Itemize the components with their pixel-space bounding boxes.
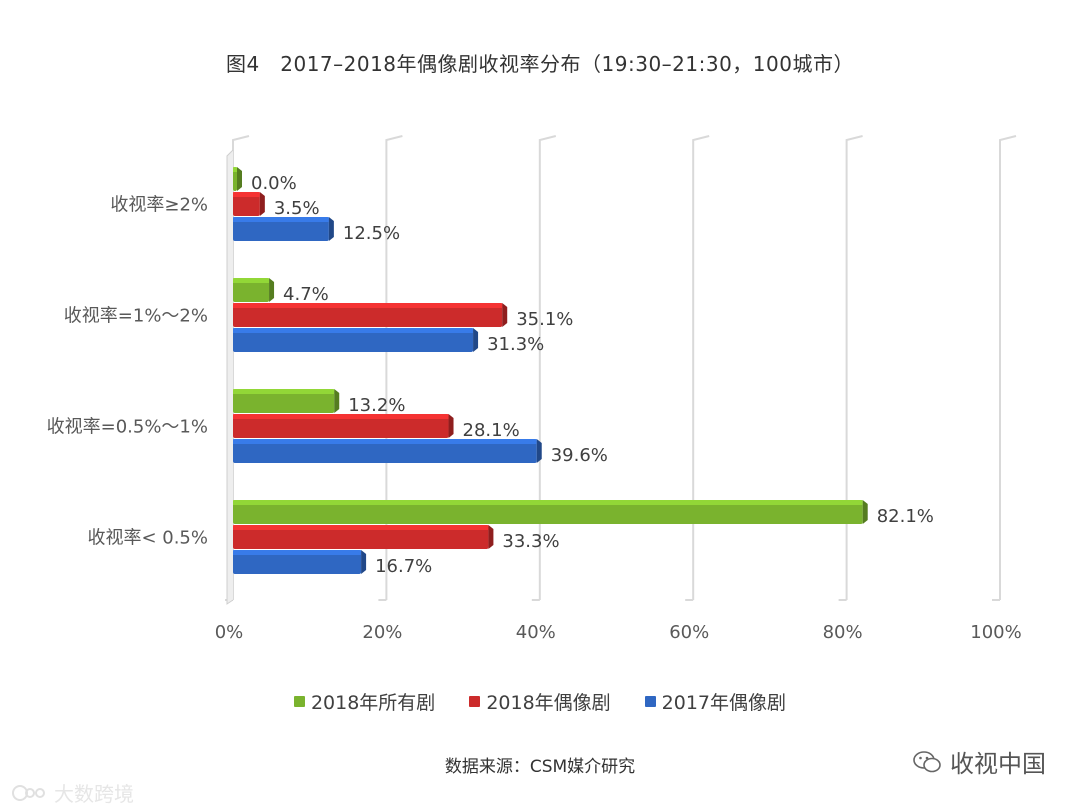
bar-highlight xyxy=(233,389,335,394)
data-label: 3.5% xyxy=(274,198,320,219)
x-tick-label: 0% xyxy=(215,622,244,643)
logo-icon xyxy=(12,784,45,801)
data-label: 4.7% xyxy=(283,284,329,305)
legend-label: 2018年偶像剧 xyxy=(486,692,611,714)
axis-wall xyxy=(226,149,234,605)
legend-item: 2018年偶像剧 xyxy=(469,688,611,715)
bar-end xyxy=(237,167,242,191)
data-label: 33.3% xyxy=(502,531,559,552)
bar-end xyxy=(328,217,334,241)
legend: 2018年所有剧 2018年偶像剧 2017年偶像剧 xyxy=(0,688,1080,715)
data-label: 0.0% xyxy=(251,173,297,194)
bar xyxy=(233,192,260,216)
bar xyxy=(233,167,237,191)
bar-end xyxy=(269,278,275,302)
data-label: 28.1% xyxy=(463,420,520,441)
bar xyxy=(233,389,335,413)
bar-highlight xyxy=(233,303,503,308)
gridline xyxy=(845,135,863,600)
data-label: 16.7% xyxy=(375,556,432,577)
data-label: 82.1% xyxy=(877,506,934,527)
bar xyxy=(233,303,503,327)
category-label: 收视率=0.5%～1% xyxy=(47,417,208,438)
bar xyxy=(233,500,863,524)
chart-title: 图4 2017–2018年偶像剧收视率分布（19:30–21:30，100城市） xyxy=(226,52,854,76)
bar-highlight xyxy=(233,278,270,283)
bar xyxy=(233,525,489,549)
bar-highlight xyxy=(233,328,474,333)
data-label: 35.1% xyxy=(516,309,573,330)
x-tick-label: 20% xyxy=(362,622,402,643)
category-label: 收视率≥2% xyxy=(110,195,208,216)
category-label: 收视率< 0.5% xyxy=(87,528,208,549)
legend-swatch xyxy=(293,696,305,707)
bar-end xyxy=(473,328,479,352)
bar-highlight xyxy=(233,500,863,505)
watermark-right-text: 收视中国 xyxy=(950,750,1046,778)
bar-highlight xyxy=(233,414,449,419)
gridline xyxy=(999,135,1017,600)
wechat-icon xyxy=(913,750,941,772)
bar-highlight xyxy=(233,550,362,555)
bar xyxy=(233,217,329,241)
bar xyxy=(233,439,537,463)
bar xyxy=(233,328,474,352)
legend-label: 2018年所有剧 xyxy=(310,692,436,714)
watermark-right: 收视中国 xyxy=(912,744,1046,779)
labels: 0.0% 3.5% 12.5% 4.7% 35.1% 31.3% 13.2% 28.1% 39.… xyxy=(251,173,934,577)
legend-item: 2018年所有剧 xyxy=(293,688,436,715)
bar-highlight xyxy=(233,439,537,444)
data-label: 31.3% xyxy=(487,334,544,355)
bar-end xyxy=(361,550,367,574)
data-label: 13.2% xyxy=(348,395,405,416)
category-label: 收视率=1%～2% xyxy=(64,306,208,327)
x-tick-label: 60% xyxy=(669,622,709,643)
watermark-left-text: 大数跨境 xyxy=(54,782,134,806)
bar-end xyxy=(259,192,265,216)
bar xyxy=(233,414,449,438)
bar-end xyxy=(536,439,542,463)
bar-highlight xyxy=(233,217,329,222)
bar-highlight xyxy=(233,167,237,172)
bar xyxy=(233,550,362,574)
axis: 0% 20% 40% 60% 80% 100% 收视率≥2% 收视率=1%～2% 收视率=0.5… xyxy=(47,195,1022,644)
watermark-left: 大数跨境 xyxy=(10,778,134,807)
legend-swatch xyxy=(644,696,656,707)
legend-label: 2017年偶像剧 xyxy=(661,692,787,714)
bar-end xyxy=(448,414,454,438)
x-tick-label: 80% xyxy=(823,622,863,643)
x-tick-label: 40% xyxy=(516,622,556,643)
bar-end xyxy=(334,389,340,413)
bar-end xyxy=(862,500,868,524)
gridline xyxy=(692,135,710,600)
bar-end xyxy=(488,525,494,549)
legend-swatch xyxy=(469,696,481,707)
bar xyxy=(233,278,270,302)
bars xyxy=(233,167,868,574)
legend-item: 2017年偶像剧 xyxy=(644,688,787,715)
source-note: 数据来源：CSM媒介研究 xyxy=(444,757,636,777)
data-label: 12.5% xyxy=(343,223,400,244)
bar-highlight xyxy=(233,192,260,197)
data-label: 39.6% xyxy=(551,445,608,466)
bar-highlight xyxy=(233,525,489,530)
x-tick-label: 100% xyxy=(970,622,1021,643)
bar-end xyxy=(502,303,508,327)
